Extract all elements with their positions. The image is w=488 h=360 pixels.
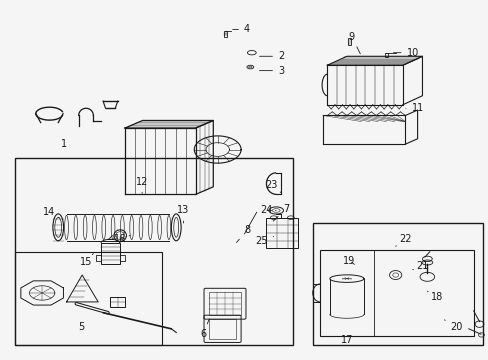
Text: 24: 24 <box>260 206 276 216</box>
Bar <box>208 319 236 339</box>
Text: 9: 9 <box>348 32 360 54</box>
Bar <box>266 218 298 248</box>
Bar <box>209 292 240 315</box>
Bar <box>224 31 227 37</box>
Text: 6: 6 <box>200 319 209 339</box>
Text: 18: 18 <box>427 291 442 302</box>
Text: 8: 8 <box>236 225 249 242</box>
Text: 3: 3 <box>259 66 284 76</box>
Bar <box>347 39 350 45</box>
Text: 7: 7 <box>273 204 288 221</box>
Text: 2: 2 <box>259 51 284 61</box>
Bar <box>15 252 161 345</box>
Text: 16: 16 <box>114 234 130 244</box>
Text: 12: 12 <box>136 177 148 193</box>
Text: 21: 21 <box>412 261 428 271</box>
Text: 19: 19 <box>343 256 355 266</box>
Bar <box>101 243 120 264</box>
Bar <box>384 53 387 57</box>
Text: 13: 13 <box>177 206 189 223</box>
Text: 1: 1 <box>61 139 67 149</box>
Text: 23: 23 <box>264 180 281 193</box>
Bar <box>312 223 483 345</box>
Bar <box>15 158 293 345</box>
Text: 25: 25 <box>255 236 273 246</box>
Text: 17: 17 <box>340 334 352 345</box>
Text: 10: 10 <box>393 48 418 58</box>
Text: 11: 11 <box>405 103 423 113</box>
Text: 5: 5 <box>78 322 84 332</box>
Text: 15: 15 <box>80 253 93 267</box>
Text: 4: 4 <box>232 24 249 35</box>
Text: 20: 20 <box>444 320 462 332</box>
Text: 14: 14 <box>43 207 59 218</box>
Bar <box>110 297 125 307</box>
Bar <box>320 250 473 336</box>
Text: 22: 22 <box>395 234 411 246</box>
